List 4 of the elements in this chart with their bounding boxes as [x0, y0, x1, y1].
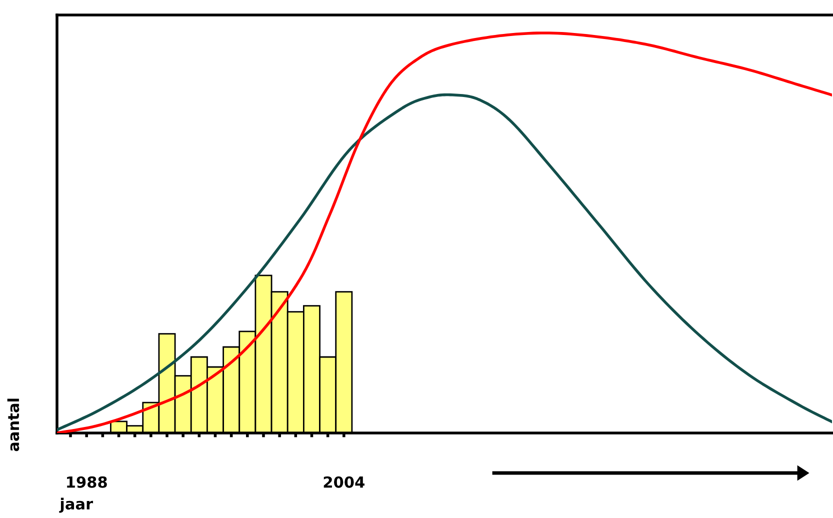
x-tick-label: 2004 [324, 476, 364, 488]
y-axis-title: aantal [7, 398, 20, 452]
x-tick-label: 1988 [67, 476, 107, 488]
x-axis-title: jaar [59, 498, 94, 513]
